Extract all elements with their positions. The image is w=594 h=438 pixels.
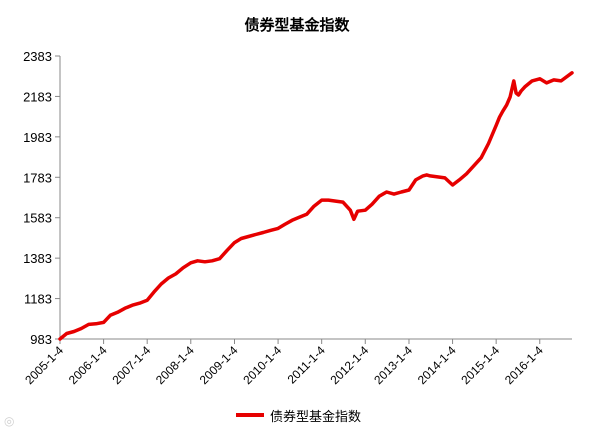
- series-layer: [58, 71, 574, 341]
- x-tick-label: 2011-1-4: [285, 343, 328, 386]
- series-line: [58, 71, 574, 341]
- x-tick-label: 2014-1-4: [415, 343, 459, 387]
- x-tick-label: 2005-1-4: [22, 343, 66, 387]
- legend-label: 债券型基金指数: [270, 409, 362, 425]
- x-tick-label: 2009-1-4: [197, 343, 241, 387]
- y-tick-label: 983: [30, 332, 52, 347]
- watermark-logo: ◎: [4, 414, 14, 428]
- y-tick-label: 1783: [23, 170, 52, 185]
- x-tick-label: 2013-1-4: [371, 343, 415, 387]
- chart-title: 债券型基金指数: [244, 16, 350, 34]
- y-tick-label: 1383: [23, 251, 52, 266]
- y-tick-label: 1983: [23, 130, 52, 145]
- x-tick-label: 2007-1-4: [109, 343, 153, 387]
- y-tick-label: 1583: [23, 211, 52, 226]
- x-tick-label: 2008-1-4: [153, 343, 197, 387]
- watermark-icon: ◎: [4, 414, 15, 428]
- x-tick-label: 2006-1-4: [66, 343, 110, 387]
- y-tick-label: 2383: [23, 49, 52, 64]
- axes: [55, 55, 572, 344]
- x-tick-label: 2015-1-4: [458, 343, 502, 387]
- x-tick-label: 2016-1-4: [502, 343, 546, 387]
- x-tick-label: 2012-1-4: [328, 343, 372, 387]
- y-tick-label: 2183: [23, 89, 52, 104]
- x-tick-label: 2010-1-4: [240, 343, 284, 387]
- legend: 债券型基金指数: [236, 405, 361, 425]
- y-tick-label: 1183: [24, 292, 52, 307]
- legend-swatch: [236, 413, 264, 417]
